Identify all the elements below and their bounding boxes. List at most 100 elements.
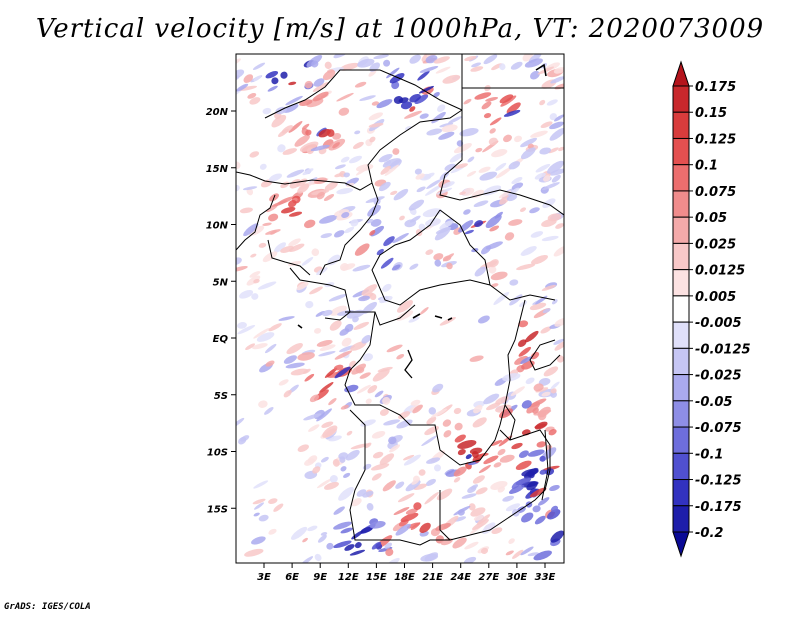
colorbar-label: 0.0125 xyxy=(695,264,745,279)
field-blob xyxy=(362,491,374,498)
field-blob xyxy=(393,188,409,201)
field-blob xyxy=(541,182,560,191)
field-blob xyxy=(316,478,333,489)
x-tick-label: 12E xyxy=(338,572,359,583)
field-blob xyxy=(378,546,393,553)
field-blob xyxy=(248,225,265,236)
field-blob xyxy=(297,183,310,194)
field-blob xyxy=(379,453,395,465)
field-blob xyxy=(371,463,390,471)
field-blob xyxy=(270,230,277,235)
field-blob xyxy=(299,141,319,152)
field-blob xyxy=(356,489,367,497)
x-tick-label: 24E xyxy=(450,572,471,583)
field-blob xyxy=(473,515,484,521)
field-blob xyxy=(288,120,303,133)
field-blob xyxy=(465,454,472,460)
field-blob xyxy=(285,362,305,369)
field-blob xyxy=(428,407,437,415)
field-blob xyxy=(369,293,377,301)
field-blob xyxy=(503,134,512,143)
field-blob xyxy=(510,61,523,70)
field-blob xyxy=(354,81,367,88)
field-blob xyxy=(529,207,540,214)
field-blob xyxy=(409,54,421,64)
field-blob xyxy=(336,92,354,102)
field-blob xyxy=(470,507,486,517)
field-blob xyxy=(355,366,365,374)
field-blob xyxy=(309,394,320,403)
field-blob xyxy=(525,377,535,385)
field-blob xyxy=(250,253,257,258)
field-blob xyxy=(478,464,491,474)
x-tick-label: 30E xyxy=(507,572,528,583)
border-line xyxy=(504,404,549,501)
field-blob xyxy=(534,421,548,430)
field-blob xyxy=(550,505,559,513)
field-blob xyxy=(290,368,309,376)
field-blob xyxy=(403,454,421,466)
field-blob xyxy=(550,388,557,394)
field-blob xyxy=(510,386,525,397)
field-blob xyxy=(418,85,434,94)
field-blob xyxy=(464,229,474,235)
field-blob xyxy=(236,69,245,79)
field-blob xyxy=(549,127,564,141)
field-blob xyxy=(253,512,260,517)
field-blob xyxy=(359,372,371,379)
field-blob xyxy=(555,223,564,229)
field-blob xyxy=(508,219,523,226)
field-blob xyxy=(441,181,455,189)
field-blob xyxy=(455,163,468,169)
field-blob xyxy=(271,114,287,128)
field-blob xyxy=(326,542,334,550)
field-blob xyxy=(316,191,325,200)
field-blob xyxy=(541,391,551,397)
field-blob xyxy=(354,130,361,135)
field-blob xyxy=(302,168,314,176)
field-blob xyxy=(350,219,359,227)
field-blob xyxy=(533,550,552,561)
field-blob xyxy=(343,472,351,478)
field-blob xyxy=(516,263,536,271)
field-blob xyxy=(530,351,540,360)
field-blob xyxy=(410,522,421,530)
field-blob xyxy=(362,301,378,314)
field-blob xyxy=(547,509,561,520)
field-blob xyxy=(288,260,302,267)
field-blob xyxy=(485,97,499,102)
country-borders xyxy=(236,54,564,546)
field-blob xyxy=(547,213,562,222)
field-blob xyxy=(343,172,350,178)
field-blob xyxy=(268,173,283,182)
field-blob xyxy=(499,454,515,463)
field-blob xyxy=(383,59,391,67)
colorbar-segment xyxy=(672,85,690,113)
colorbar-label: 0.075 xyxy=(695,185,736,200)
field-blob xyxy=(521,512,534,523)
field-blob xyxy=(412,404,423,414)
field-blob xyxy=(246,275,261,286)
field-blob xyxy=(548,429,557,436)
field-blob xyxy=(334,350,352,360)
border-line xyxy=(345,304,416,326)
field-blob xyxy=(530,130,548,138)
colorbar-top-arrow xyxy=(672,60,690,87)
field-blob xyxy=(354,542,362,549)
field-blob xyxy=(314,328,322,334)
field-blob xyxy=(424,552,439,562)
field-blob xyxy=(508,538,515,544)
field-blob xyxy=(302,537,308,543)
colorbar-segment xyxy=(672,164,690,192)
field-blob xyxy=(253,75,262,82)
field-blob xyxy=(282,148,298,155)
field-blob xyxy=(426,416,437,425)
border-line xyxy=(439,490,451,541)
field-blob xyxy=(237,324,256,335)
field-blob xyxy=(324,181,338,191)
field-blob xyxy=(506,102,521,114)
field-blob xyxy=(419,307,429,315)
field-blob xyxy=(550,76,564,84)
field-blob xyxy=(413,483,427,491)
field-blob xyxy=(294,134,310,147)
